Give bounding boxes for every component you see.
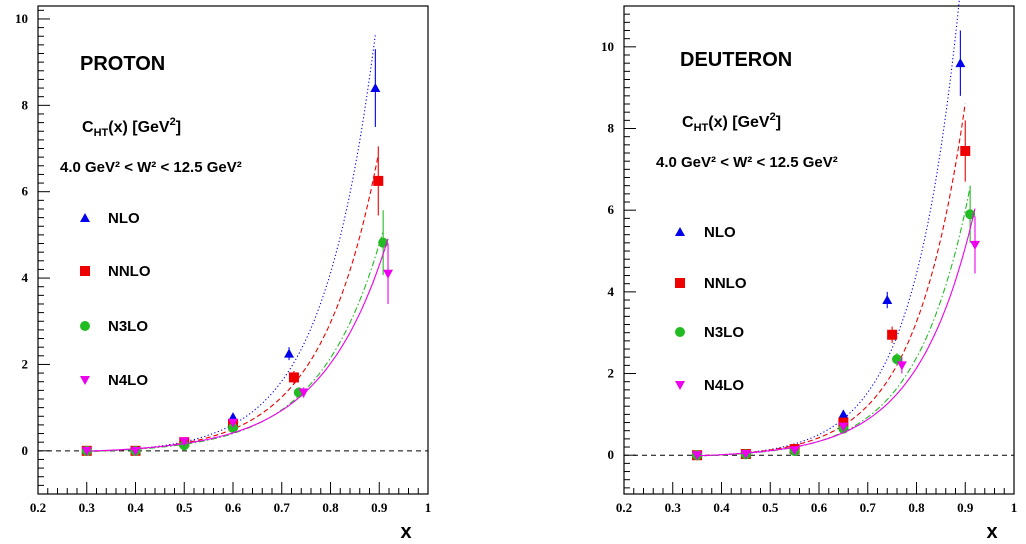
legend-label-n4lo: N4LO — [704, 377, 744, 394]
kinematic-range-annotation: 4.0 GeV² < W² < 12.5 GeV² — [60, 159, 242, 176]
x-tick-label: 0.9 — [371, 500, 388, 515]
y-tick-label: 2 — [22, 356, 29, 371]
x-tick-label: 0.9 — [957, 500, 974, 515]
y-tick-label: 2 — [608, 366, 615, 381]
x-tick-label: 0.7 — [860, 500, 877, 515]
data-point — [81, 446, 92, 456]
x-tick-label: 0.8 — [322, 500, 339, 515]
panel-title: DEUTERON — [680, 49, 792, 71]
quantity-annotation: CHT(x) [GeV2] — [682, 111, 781, 134]
quantity-annotation-sub: HT — [694, 122, 709, 134]
data-point — [370, 83, 381, 93]
fit-curve-nlo — [86, 34, 376, 453]
data-point — [284, 348, 295, 358]
legend-marker-nlo — [80, 213, 90, 222]
data-point — [692, 451, 703, 461]
fit-curve-n3lo — [86, 230, 384, 453]
x-tick-label: 1 — [425, 500, 432, 515]
y-tick-label: 0 — [22, 443, 29, 458]
panel-title: PROTON — [80, 53, 165, 75]
data-point — [373, 175, 384, 186]
legend-marker-nlo — [675, 227, 685, 236]
quantity-annotation-close: ] — [176, 119, 181, 136]
data-point — [896, 361, 907, 371]
x-tick-label: 0.6 — [811, 500, 828, 515]
legend-label-nnlo: NNLO — [108, 263, 151, 280]
y-tick-label: 4 — [22, 270, 29, 285]
x-tick-label: 1 — [1011, 500, 1018, 515]
quantity-annotation-main: C — [682, 114, 694, 131]
legend-marker-n4lo — [80, 376, 90, 385]
legend-marker-n3lo — [80, 321, 90, 331]
y-tick-label: 8 — [22, 97, 29, 112]
y-tick-label: 6 — [22, 184, 29, 199]
y-tick-label: 10 — [15, 11, 28, 26]
data-point — [383, 269, 394, 279]
quantity-annotation-rest: (x) [GeV — [108, 119, 170, 136]
data-point — [887, 329, 898, 340]
legend-marker-n3lo — [675, 327, 685, 337]
legend-marker-n4lo — [675, 381, 685, 390]
y-tick-label: 0 — [608, 447, 615, 462]
y-tick-label: 8 — [608, 121, 615, 136]
x-tick-label: 0.3 — [79, 500, 96, 515]
data-point — [838, 422, 849, 432]
deuteron-panel: 0.2 0.3 0.4 0.5 0.6 0.7 0.8 0.9 10246810xDEUTERO… — [601, 0, 1018, 543]
fit-curve-n3lo — [697, 187, 971, 457]
legend-label-nnlo: NNLO — [704, 275, 747, 292]
data-point — [789, 446, 800, 456]
x-tick-label: 0.2 — [30, 500, 46, 515]
x-tick-label: 0.7 — [274, 500, 291, 515]
data-point — [955, 58, 966, 68]
quantity-annotation-main: C — [82, 119, 94, 136]
y-tick-label: 4 — [608, 284, 615, 299]
quantity-annotation: CHT(x) [GeV2] — [82, 116, 181, 139]
data-point — [228, 418, 238, 428]
data-point — [288, 372, 299, 383]
x-tick-label: 0.3 — [665, 500, 682, 515]
data-point — [130, 446, 141, 456]
y-tick-label: 6 — [608, 202, 615, 217]
data-point — [882, 295, 893, 305]
quantity-annotation-rest: (x) [GeV — [708, 114, 770, 131]
series-nnlo — [81, 146, 384, 456]
x-tick-label: 0.4 — [127, 500, 144, 515]
x-axis-label: x — [400, 521, 411, 543]
data-point — [179, 437, 190, 447]
legend-label-n4lo: N4LO — [108, 372, 148, 389]
data-point — [298, 388, 309, 398]
legend-marker-nnlo — [675, 278, 685, 288]
quantity-annotation-sub: HT — [94, 127, 109, 139]
plot-frame — [623, 5, 1015, 495]
series-nlo — [81, 34, 381, 455]
legend-marker-nnlo — [80, 266, 90, 276]
x-tick-label: 0.5 — [762, 500, 779, 515]
x-tick-label: 0.6 — [225, 500, 242, 515]
legend-label-n3lo: N3LO — [108, 318, 148, 335]
x-axis-label: x — [986, 521, 997, 543]
data-point — [838, 409, 849, 419]
fit-curve-nnlo — [86, 154, 379, 453]
data-point — [960, 145, 971, 156]
legend-label-nlo: NLO — [704, 224, 736, 241]
kinematic-range-annotation: 4.0 GeV² < W² < 12.5 GeV² — [656, 154, 838, 171]
proton-panel: 0.2 0.3 0.4 0.5 0.6 0.7 0.8 0.9 10246810xPROTONC… — [15, 5, 432, 543]
quantity-annotation-sup: 2 — [170, 116, 176, 128]
data-point — [740, 449, 751, 459]
x-tick-label: 0.8 — [908, 500, 925, 515]
x-tick-label: 0.4 — [713, 500, 730, 515]
series-n4lo — [692, 208, 980, 461]
x-tick-label: 0.5 — [176, 500, 193, 515]
legend-label-n3lo: N3LO — [704, 324, 744, 341]
y-tick-label: 10 — [601, 39, 614, 54]
series-n4lo — [81, 238, 394, 456]
data-point — [228, 422, 238, 433]
quantity-annotation-sup: 2 — [770, 111, 776, 123]
quantity-annotation-close: ] — [776, 114, 781, 131]
legend-label-nlo: NLO — [108, 210, 140, 227]
data-point — [970, 240, 980, 250]
x-tick-label: 0.2 — [616, 500, 632, 515]
